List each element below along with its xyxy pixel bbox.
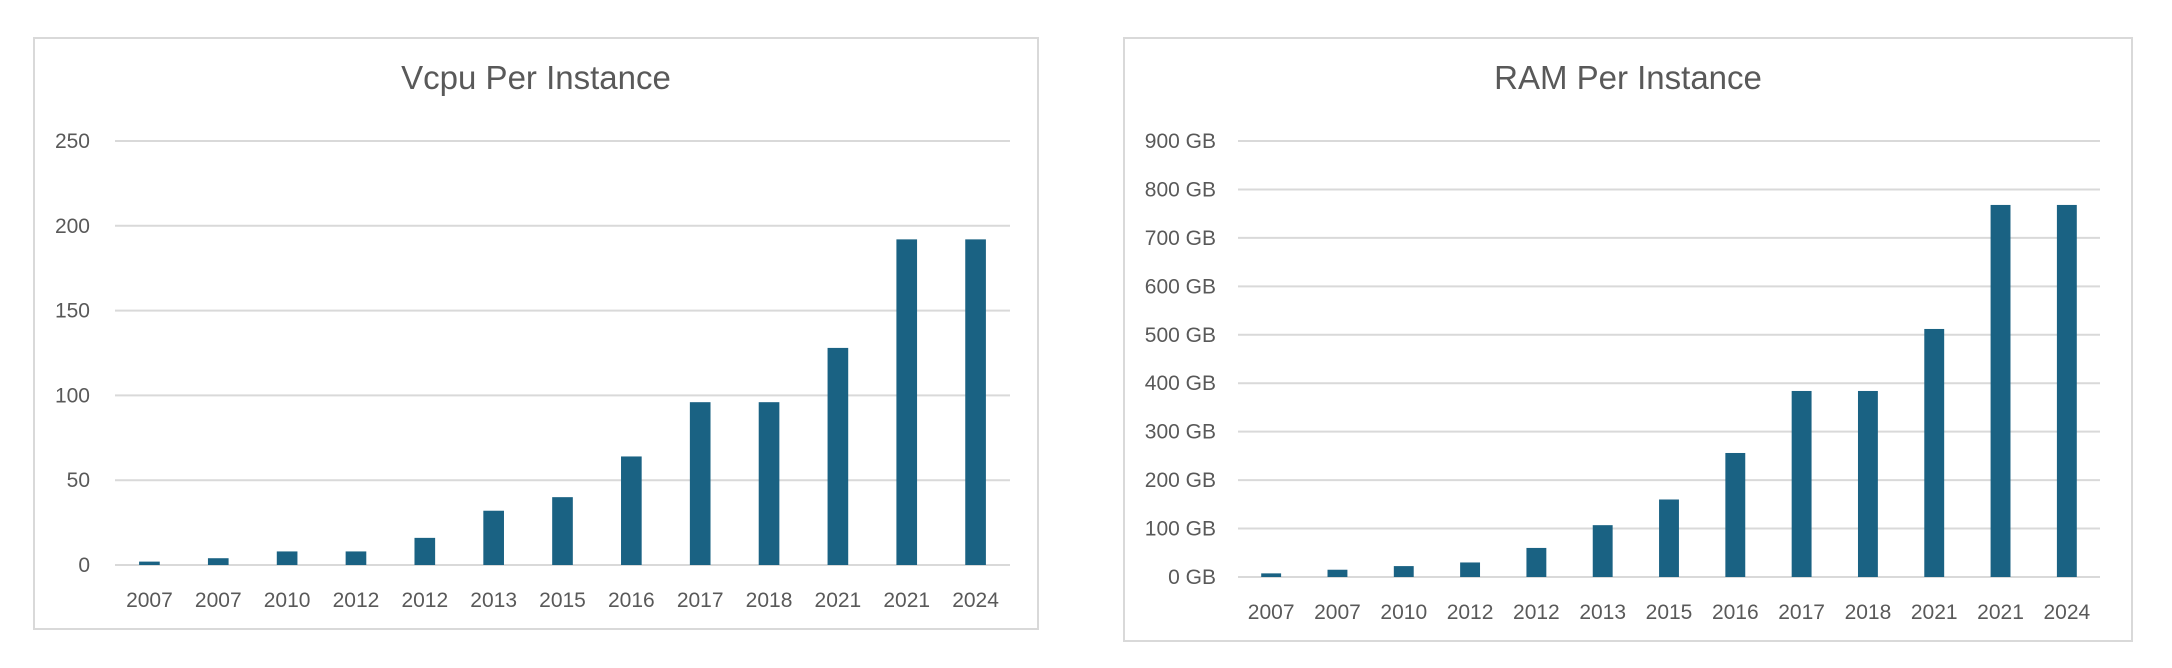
x-tick-label: 2013 bbox=[470, 589, 517, 612]
x-tick-label: 2010 bbox=[264, 589, 311, 612]
y-tick-label: 100 bbox=[55, 384, 90, 407]
x-tick-label: 2017 bbox=[677, 589, 724, 612]
x-tick-label: 2021 bbox=[1911, 601, 1958, 624]
bar bbox=[621, 456, 642, 565]
bar bbox=[1460, 562, 1481, 577]
bar bbox=[552, 497, 573, 565]
y-tick-label: 250 bbox=[55, 130, 90, 153]
vcpu-chart: Vcpu Per Instance 0 50 100 150 200 250 2007 200… bbox=[33, 37, 1039, 630]
bar bbox=[483, 510, 504, 565]
x-tick-label: 2015 bbox=[539, 589, 586, 612]
bar bbox=[207, 558, 229, 565]
bar bbox=[1990, 204, 2011, 578]
bar bbox=[758, 402, 780, 565]
x-tick-label: 2016 bbox=[1712, 601, 1759, 624]
y-tick-label: 600 GB bbox=[1145, 275, 1216, 298]
bar bbox=[345, 551, 367, 565]
x-tick-label: 2024 bbox=[2043, 601, 2090, 624]
y-tick-label: 300 GB bbox=[1145, 421, 1216, 444]
y-tick-label: 500 GB bbox=[1145, 324, 1216, 347]
x-tick-label: 2012 bbox=[333, 589, 380, 612]
x-tick-label: 2012 bbox=[1513, 601, 1560, 624]
x-tick-label: 2007 bbox=[1248, 601, 1295, 624]
bar bbox=[896, 239, 918, 566]
y-tick-label: 200 GB bbox=[1145, 469, 1216, 492]
bar bbox=[1924, 328, 1945, 577]
x-tick-label: 2024 bbox=[952, 589, 999, 612]
bar bbox=[2056, 204, 2077, 578]
chart-title: Vcpu Per Instance bbox=[401, 59, 671, 96]
y-tick-label: 200 bbox=[55, 215, 90, 238]
x-tick-label: 2021 bbox=[1977, 601, 2024, 624]
x-tick-label: 2012 bbox=[1447, 601, 1494, 624]
vcpu-chart-plot: 0 50 100 150 200 250 2007 2007 2010 2012 2012 2013 2… bbox=[55, 130, 1010, 612]
x-tick-label: 2012 bbox=[401, 589, 448, 612]
bar bbox=[1261, 573, 1282, 577]
bar bbox=[827, 347, 849, 565]
bar bbox=[1659, 499, 1679, 577]
x-tick-label: 2013 bbox=[1579, 601, 1626, 624]
y-tick-label: 50 bbox=[67, 469, 90, 492]
x-tick-label: 2010 bbox=[1380, 601, 1427, 624]
chart-title: RAM Per Instance bbox=[1494, 59, 1762, 96]
y-tick-label: 900 GB bbox=[1145, 130, 1216, 153]
y-tick-label: 800 GB bbox=[1145, 178, 1216, 201]
x-tick-label: 2021 bbox=[815, 589, 862, 612]
bar bbox=[1592, 525, 1613, 577]
ram-chart: RAM Per Instance 0 GB 100 GB 200 GB 300 GB 4… bbox=[1123, 37, 2133, 642]
bar bbox=[965, 239, 986, 566]
bar bbox=[276, 551, 298, 565]
y-tick-label: 0 bbox=[78, 554, 90, 577]
ram-chart-plot: 0 GB 100 GB 200 GB 300 GB 400 GB 500 GB 600 GB… bbox=[1145, 130, 2100, 624]
bar bbox=[1393, 566, 1414, 577]
y-tick-label: 150 bbox=[55, 300, 90, 323]
bar bbox=[139, 561, 160, 565]
bar bbox=[1327, 569, 1348, 577]
x-tick-label: 2016 bbox=[608, 589, 655, 612]
y-tick-label: 100 GB bbox=[1145, 518, 1216, 541]
x-tick-label: 2007 bbox=[1314, 601, 1361, 624]
x-tick-label: 2017 bbox=[1778, 601, 1825, 624]
x-tick-label: 2018 bbox=[746, 589, 793, 612]
y-tick-label: 400 GB bbox=[1145, 372, 1216, 395]
bar bbox=[1526, 547, 1547, 577]
bar bbox=[1857, 390, 1878, 577]
bar bbox=[414, 537, 436, 565]
x-tick-label: 2007 bbox=[126, 589, 173, 612]
y-tick-label: 0 GB bbox=[1168, 566, 1216, 589]
y-tick-label: 700 GB bbox=[1145, 227, 1216, 250]
bar bbox=[1791, 390, 1812, 577]
x-tick-label: 2007 bbox=[195, 589, 242, 612]
x-tick-label: 2015 bbox=[1646, 601, 1693, 624]
x-tick-label: 2021 bbox=[883, 589, 930, 612]
bar bbox=[689, 402, 711, 565]
x-tick-label: 2018 bbox=[1845, 601, 1892, 624]
bar bbox=[1725, 452, 1746, 577]
